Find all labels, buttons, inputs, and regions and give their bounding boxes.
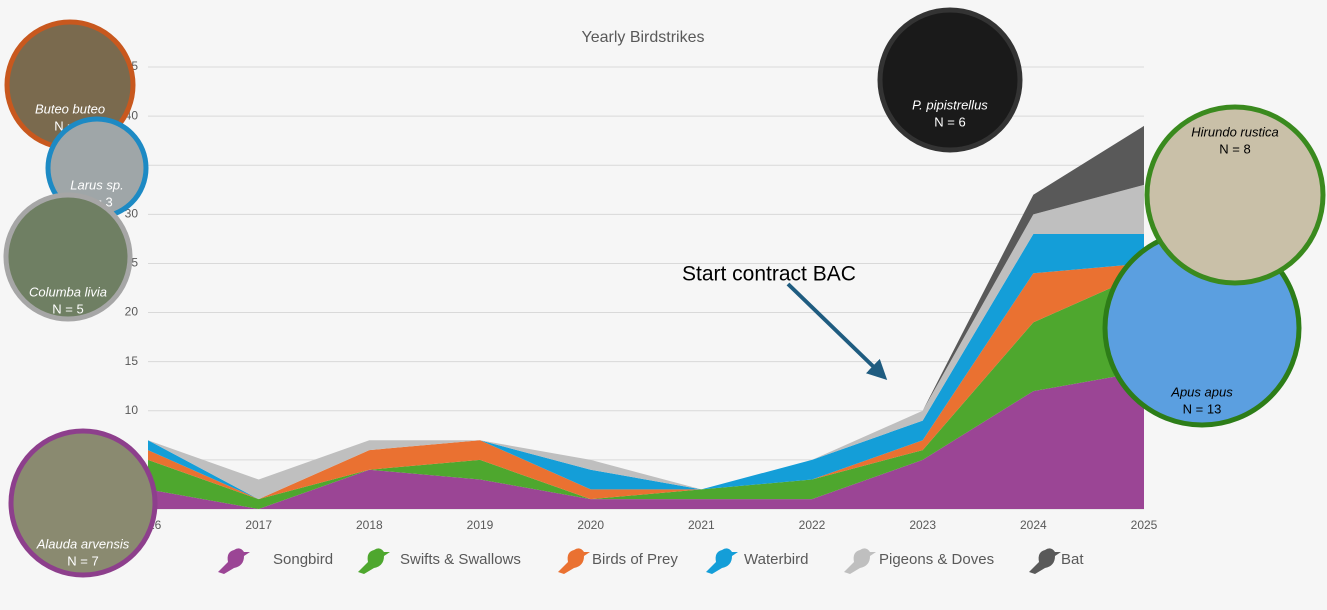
x-tick-label: 2017 [245,518,272,532]
photo-count: N = 6 [934,114,965,129]
photo-count: N = 8 [1219,141,1250,156]
legend-label: Pigeons & Doves [879,551,994,568]
legend-label: Waterbird [744,551,808,568]
photo [3,192,133,322]
legend-icon [844,548,876,574]
photo-species: Columba livia [29,284,107,299]
photo-species: Alauda arvensis [36,536,130,551]
x-tick-label: 2020 [577,518,604,532]
y-tick-label: 30 [125,207,139,221]
x-tick-label: 2018 [356,518,383,532]
x-tick-label: 2024 [1020,518,1047,532]
legend-icon [218,548,250,574]
photo [8,428,158,578]
photo-species: P. pipistrellus [912,97,988,112]
x-tick-label: 2019 [467,518,494,532]
x-tick-label: 2025 [1131,518,1158,532]
legend-label: Bat [1061,551,1084,568]
legend-label: Songbird [273,551,333,568]
legend-label: Swifts & Swallows [400,551,521,568]
photo-count: N = 7 [67,553,98,568]
photo-species: Larus sp. [70,177,123,192]
legend-icon [558,548,590,574]
x-tick-label: 2022 [799,518,826,532]
x-tick-label: 2023 [909,518,936,532]
photo-species: Buteo buteo [35,101,105,116]
legend-label: Birds of Prey [592,551,678,568]
y-tick-label: 20 [125,305,139,319]
legend-icon [1029,548,1061,574]
annotation: Start contract BAC [682,263,856,286]
photo-count: N = 13 [1183,401,1222,416]
photo-count: N = 5 [52,301,83,316]
photo-species: Apus apus [1170,384,1233,399]
x-tick-label: 2021 [688,518,715,532]
legend-icon [358,548,390,574]
y-tick-label: 15 [125,354,139,368]
area [148,184,1144,500]
legend-icon [706,548,738,574]
area [148,263,1144,500]
annotation-arrow [786,282,888,380]
y-tick-label: 10 [125,403,139,417]
chart-title: Yearly Birdstrikes [581,29,704,46]
area [148,233,1144,500]
photo [1144,104,1326,286]
area [148,371,1144,509]
photo [877,7,1023,153]
photo-species: Hirundo rustica [1191,124,1278,139]
